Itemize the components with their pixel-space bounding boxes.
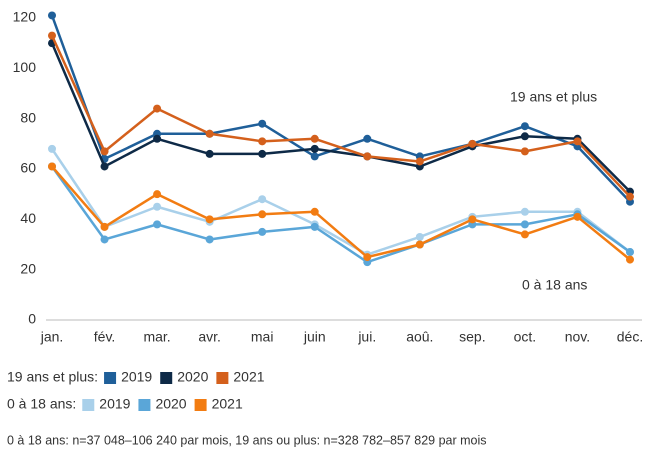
legend-label: 2021 (233, 369, 264, 385)
y-tick-label: 20 (20, 260, 36, 276)
series-line (50, 35, 631, 198)
point (258, 195, 267, 204)
x-tick-label: aoû. (406, 329, 433, 345)
point (100, 147, 109, 156)
y-tick-label: 0 (28, 311, 36, 327)
point (48, 11, 56, 20)
y-tick-label: 120 (13, 9, 37, 25)
point (520, 220, 529, 229)
legend-label: 2019 (121, 369, 152, 385)
point (258, 227, 267, 236)
point (626, 192, 634, 201)
point (153, 104, 162, 113)
point (415, 232, 424, 241)
point (153, 220, 162, 229)
point (573, 137, 582, 146)
point (310, 152, 319, 161)
legend-swatch (216, 372, 229, 384)
legend-swatch (138, 399, 151, 411)
point (363, 253, 372, 262)
x-tick-label: déc. (617, 329, 643, 345)
point (468, 215, 477, 224)
series-line (51, 165, 631, 261)
series-line (50, 42, 631, 193)
point (363, 134, 372, 143)
x-tick-label: juin (303, 329, 326, 345)
point (205, 129, 214, 138)
x-tick-label: sep. (459, 329, 485, 345)
x-tick-label: jan. (40, 329, 64, 345)
legend-swatch (194, 399, 207, 411)
series-line (50, 165, 631, 264)
y-tick-label: 100 (13, 59, 37, 75)
point (258, 149, 267, 158)
y-tick-label: 80 (20, 109, 36, 125)
y-tick-label: 40 (20, 210, 36, 226)
point (415, 240, 424, 249)
x-tick-label: nov. (565, 329, 590, 345)
point (48, 31, 56, 40)
point (153, 190, 162, 199)
point (48, 162, 56, 171)
x-tick-label: mar. (143, 329, 170, 345)
point (520, 132, 529, 141)
point (205, 149, 214, 158)
footnote: 0 à 18 ans: n=37 048–106 240 par mois, 1… (7, 433, 487, 447)
point (520, 207, 529, 216)
legend-label: 2020 (155, 396, 186, 412)
point (100, 162, 109, 171)
series-line (50, 15, 631, 203)
legend-swatch (82, 399, 95, 411)
y-tick-label: 60 (20, 160, 36, 176)
legend-label: 2020 (177, 369, 208, 385)
point (468, 139, 477, 148)
legend-group-label: 0 à 18 ans: (7, 396, 76, 412)
legend-label: 2021 (212, 396, 243, 412)
annotation: 19 ans et plus (510, 89, 597, 105)
point (258, 210, 267, 219)
point (310, 134, 319, 143)
legend-label: 2019 (99, 396, 130, 412)
point (310, 222, 319, 231)
point (258, 137, 267, 146)
point (520, 147, 529, 156)
x-tick-label: mai (251, 329, 274, 345)
point (363, 152, 372, 161)
point (48, 144, 56, 153)
point (573, 212, 582, 221)
point (520, 122, 529, 131)
x-tick-label: jui. (357, 329, 376, 345)
legend-swatch (104, 372, 117, 384)
point (626, 248, 634, 257)
point (153, 202, 162, 211)
point (205, 235, 214, 244)
legend-swatch (160, 372, 173, 384)
point (415, 157, 424, 166)
point (310, 207, 319, 216)
x-tick-label: fév. (94, 329, 116, 345)
point (310, 144, 319, 153)
point (100, 222, 109, 231)
point (626, 255, 634, 264)
series-line (50, 148, 631, 256)
point (258, 119, 267, 128)
point (100, 235, 109, 244)
annotation: 0 à 18 ans (522, 277, 587, 293)
x-tick-label: avr. (198, 329, 221, 345)
x-tick-label: oct. (514, 329, 537, 345)
point (153, 134, 162, 143)
point (205, 215, 214, 224)
legend-group-label: 19 ans et plus: (7, 369, 98, 385)
point (520, 230, 529, 239)
